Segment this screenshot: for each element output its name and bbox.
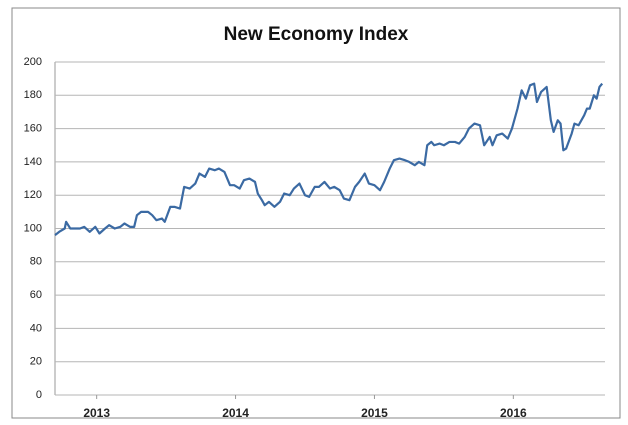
x-tick-label: 2013 <box>83 406 110 420</box>
y-tick-label: 180 <box>24 89 42 101</box>
y-tick-label: 20 <box>30 356 42 368</box>
y-tick-label: 40 <box>30 322 42 334</box>
y-tick-label: 60 <box>30 289 42 301</box>
x-tick-label: 2014 <box>222 406 249 420</box>
y-tick-label: 140 <box>24 156 42 168</box>
y-tick-label: 120 <box>24 189 42 201</box>
chart-title: New Economy Index <box>224 24 409 45</box>
x-tick-label: 2015 <box>361 406 388 420</box>
y-tick-label: 0 <box>36 389 42 401</box>
x-tick-label: 2016 <box>500 406 527 420</box>
chart-frame <box>11 7 621 419</box>
y-tick-label: 200 <box>24 56 42 68</box>
y-tick-label: 100 <box>24 222 42 234</box>
y-tick-label: 160 <box>24 123 42 135</box>
y-tick-label: 80 <box>30 256 42 268</box>
data-line <box>54 82 604 237</box>
